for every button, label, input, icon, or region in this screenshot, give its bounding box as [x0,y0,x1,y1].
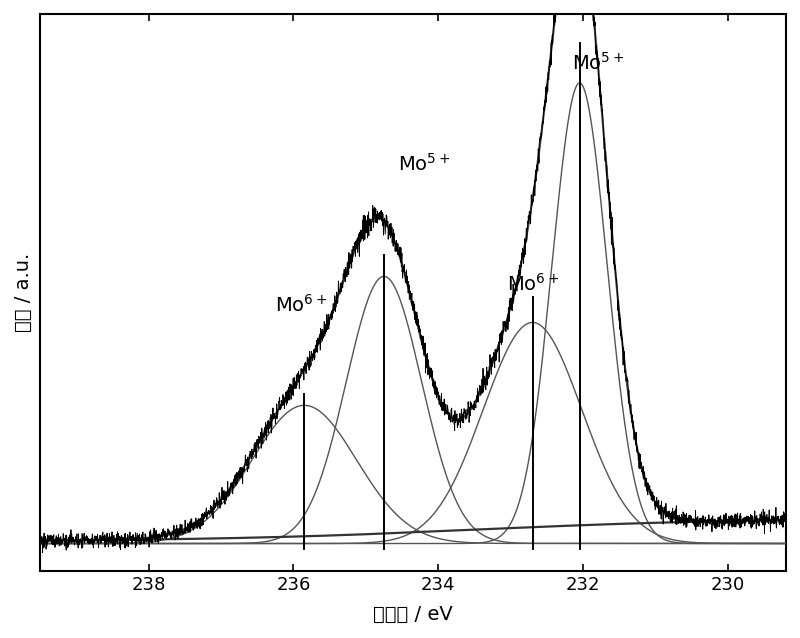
Text: Mo$^{6+}$: Mo$^{6+}$ [507,273,559,295]
Text: Mo$^{6+}$: Mo$^{6+}$ [275,293,328,316]
Text: Mo$^{5+}$: Mo$^{5+}$ [572,52,625,74]
Text: Mo$^{5+}$: Mo$^{5+}$ [398,153,450,175]
X-axis label: 结合能 / eV: 结合能 / eV [373,605,453,624]
Y-axis label: 强度 / a.u.: 强度 / a.u. [14,253,33,332]
